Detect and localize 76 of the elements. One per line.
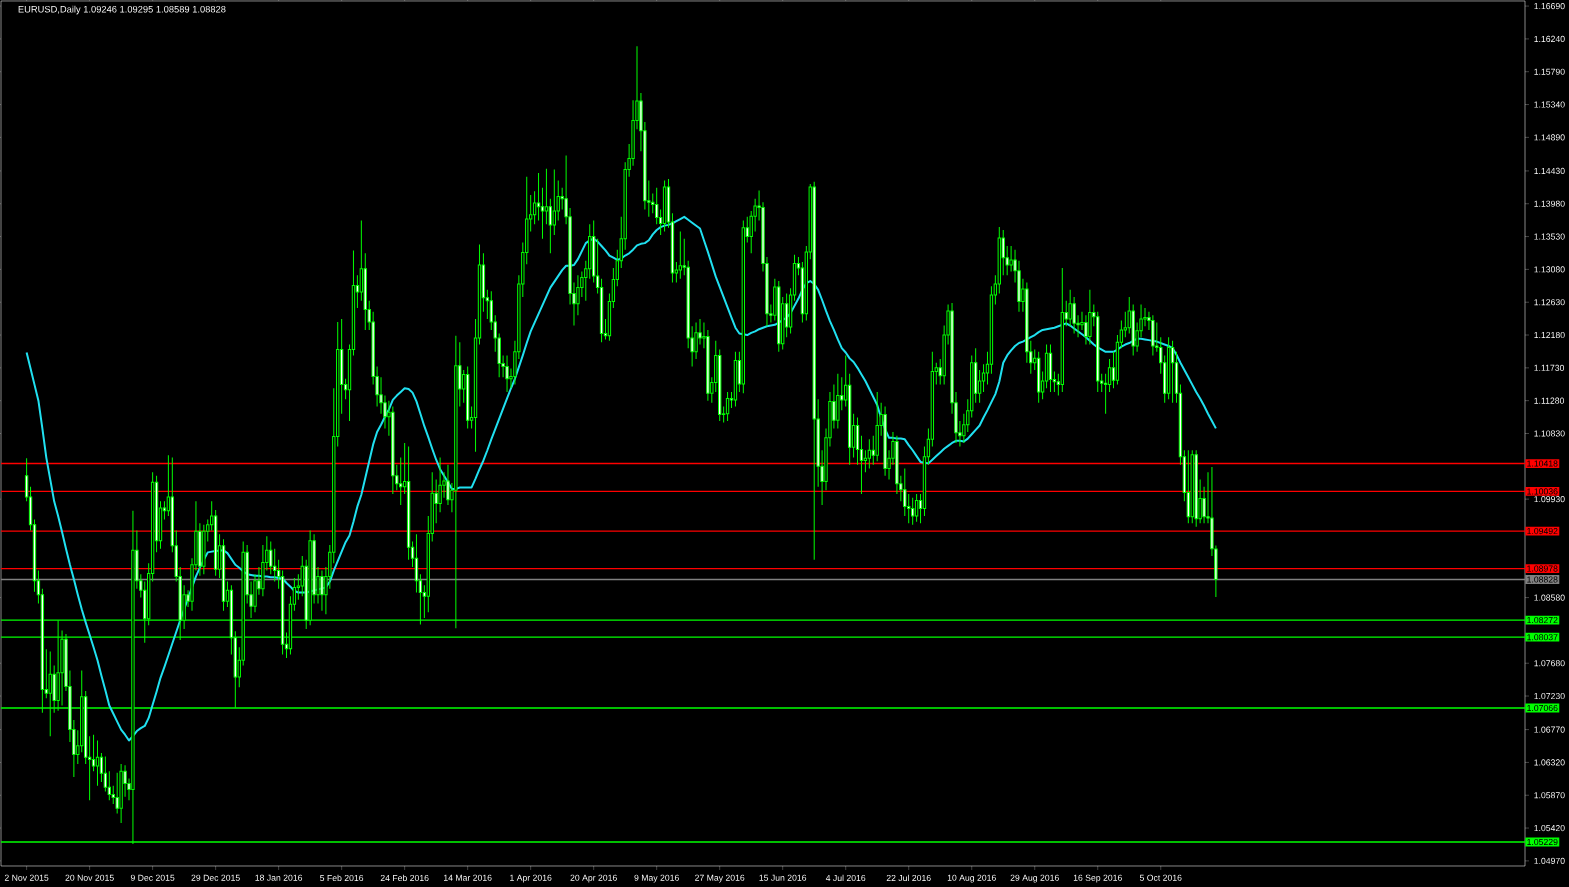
candlestick — [914, 493, 919, 523]
x-tick-label: 9 Dec 2015 — [130, 874, 175, 881]
ref-line-label: 1.10418 — [1527, 460, 1558, 467]
ref-line-label: 1.07066 — [1527, 704, 1558, 712]
candlestick — [103, 756, 108, 793]
y-tick-label: 1.08580 — [1534, 594, 1565, 601]
ref-line-label: 1.05229 — [1527, 838, 1558, 846]
x-tick-label: 9 May 2016 — [634, 874, 679, 883]
ref-line-label: 1.10036 — [1527, 488, 1558, 495]
candlestick — [540, 187, 545, 240]
ref-line-label: 1.08978 — [1527, 565, 1558, 572]
y-tick-label: 1.15340 — [1534, 101, 1565, 108]
candlestick — [544, 168, 549, 225]
y-tick-label: 1.10830 — [1534, 430, 1565, 437]
candlestick — [115, 772, 119, 814]
x-tick-label: 1 Apr 2016 — [510, 874, 552, 883]
y-tick-label: 1.11280 — [1534, 397, 1565, 404]
y-tick-label: 1.14890 — [1534, 134, 1565, 141]
y-tick-label: 1.09930 — [1534, 496, 1565, 503]
x-tick-label: 4 Jul 2016 — [825, 874, 866, 882]
candlestick — [1068, 289, 1072, 327]
candlestick — [867, 438, 872, 469]
y-tick-label: 1.13980 — [1534, 200, 1565, 207]
y-tick-label: 1.05870 — [1534, 792, 1565, 799]
x-tick-label: 20 Apr 2016 — [570, 874, 617, 883]
candlestick — [552, 168, 556, 236]
x-tick-label: 27 May 2016 — [695, 874, 745, 883]
candlestick — [532, 190, 537, 225]
x-tick-label: 20 Nov 2015 — [65, 874, 114, 881]
x-tick-label: 24 Feb 2016 — [380, 874, 429, 882]
x-tick-label: 5 Oct 2016 — [1139, 874, 1182, 881]
y-tick-label: 1.12180 — [1534, 331, 1565, 339]
x-tick-label: 2 Nov 2015 — [4, 874, 49, 881]
y-tick-label: 1.13080 — [1534, 266, 1565, 273]
x-tick-label: 18 Jan 2016 — [255, 874, 303, 881]
y-tick-label: 1.05420 — [1534, 825, 1565, 832]
x-tick-label: 16 Sep 2016 — [1073, 874, 1122, 883]
candlestick — [548, 198, 553, 254]
candlestick — [907, 493, 911, 524]
x-tick-label: 15 Jun 2016 — [759, 874, 807, 881]
candlestick — [1107, 358, 1112, 393]
y-tick-label: 1.12630 — [1534, 299, 1565, 306]
x-tick-label: 22 Jul 2016 — [886, 874, 931, 882]
x-tick-label: 5 Feb 2016 — [320, 874, 364, 882]
y-tick-label: 1.14430 — [1534, 167, 1565, 174]
ref-line-label: 1.08828 — [1527, 576, 1558, 583]
ref-line-label: 1.09492 — [1527, 528, 1558, 535]
candlestick — [981, 363, 986, 393]
candlestick — [320, 570, 324, 612]
y-tick-label: 1.06320 — [1534, 759, 1565, 766]
x-tick-label: 29 Dec 2015 — [191, 874, 240, 881]
y-tick-label: 1.16690 — [1534, 3, 1565, 10]
candlestick — [678, 230, 682, 280]
x-tick-label: 14 Mar 2016 — [444, 874, 492, 881]
ref-line-label: 1.08272 — [1527, 616, 1558, 624]
candlestick — [1009, 245, 1013, 273]
y-tick-label: 1.06770 — [1534, 726, 1565, 733]
candlestick — [91, 734, 96, 772]
y-tick-label: 1.07680 — [1534, 660, 1565, 667]
candlestick — [95, 740, 100, 787]
y-tick-label: 1.04970 — [1534, 857, 1565, 864]
y-tick-label: 1.11730 — [1534, 364, 1565, 371]
candlestick — [505, 354, 509, 393]
candlestick — [1084, 314, 1088, 345]
y-tick-label: 1.15790 — [1534, 68, 1565, 75]
candlestick — [910, 497, 915, 526]
y-tick-label: 1.07230 — [1534, 692, 1565, 700]
x-tick-label: 29 Aug 2016 — [1010, 874, 1059, 883]
candlestick — [536, 172, 541, 222]
candlestick — [863, 449, 868, 473]
y-tick-label: 1.13530 — [1534, 233, 1565, 240]
candlestick — [399, 457, 403, 506]
y-tick-label: 1.16240 — [1534, 35, 1565, 42]
chart-title: EURUSD,Daily 1.09246 1.09295 1.08589 1.08828 — [18, 5, 226, 15]
x-tick-label: 10 Aug 2016 — [947, 874, 996, 883]
ref-line-label: 1.08037 — [1527, 634, 1558, 641]
